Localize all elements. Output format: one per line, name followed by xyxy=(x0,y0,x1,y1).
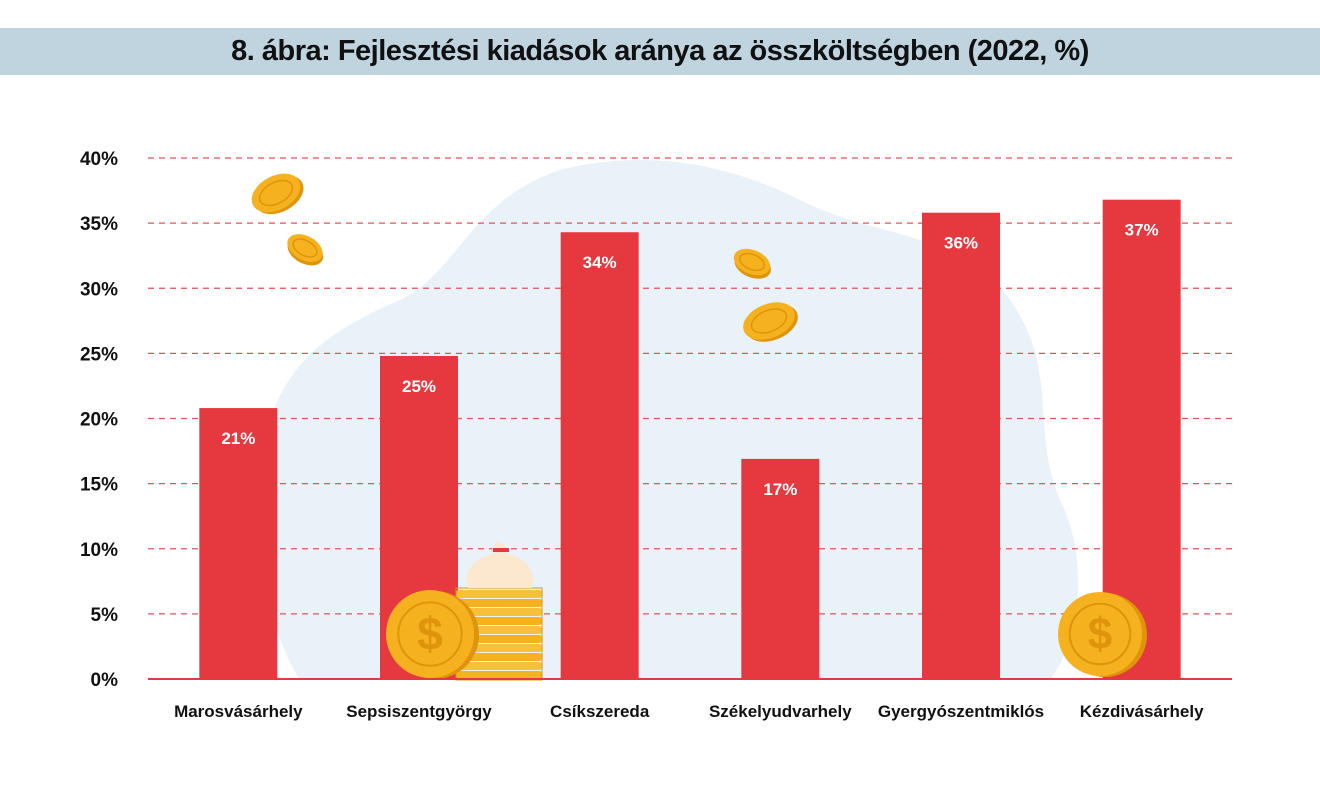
svg-text:$: $ xyxy=(1088,610,1113,659)
bar xyxy=(560,232,639,679)
bar xyxy=(741,458,820,679)
y-tick-label: 35% xyxy=(80,214,118,235)
decorations: $ $ xyxy=(251,173,1147,681)
y-tick-label: 5% xyxy=(91,605,119,626)
title-band: 8. ábra: Fejlesztési kiadások aránya az … xyxy=(0,28,1320,75)
y-tick-label: 30% xyxy=(80,279,118,300)
category-label: Székelyudvarhely xyxy=(709,702,852,721)
data-label: 25% xyxy=(402,377,436,396)
coin-icon xyxy=(733,248,771,279)
category-label: Csíkszereda xyxy=(550,702,650,721)
y-tick-label: 40% xyxy=(80,149,118,170)
y-tick-label: 15% xyxy=(80,475,118,496)
category-label: Sepsiszentgyörgy xyxy=(346,702,492,721)
x-axis-labels: Marosvásárhely Sepsiszentgyörgy Csíkszered… xyxy=(174,702,1204,721)
category-label: Kézdivásárhely xyxy=(1080,702,1204,721)
category-label: Gyergyószentmiklós xyxy=(878,702,1044,721)
dollar-coin-icon: $ xyxy=(386,590,479,679)
data-label: 37% xyxy=(1125,221,1159,240)
coin-icon xyxy=(287,234,324,266)
y-tick-label: 0% xyxy=(91,670,119,691)
category-label: Marosvásárhely xyxy=(174,702,303,721)
y-tick-label: 25% xyxy=(80,344,118,365)
bar xyxy=(199,408,278,679)
data-label: 36% xyxy=(944,234,978,253)
money-bag-icon xyxy=(466,540,534,588)
data-label: 17% xyxy=(763,480,797,499)
background-blob xyxy=(260,160,1079,680)
bar xyxy=(922,212,1000,679)
data-label: 21% xyxy=(221,429,255,448)
y-axis-ticks: 0% 5% 10% 15% 20% 25% 30% 35% 40% xyxy=(80,149,118,691)
coin-icon xyxy=(251,173,304,215)
data-label: 34% xyxy=(583,253,617,272)
grid-lines xyxy=(148,157,1232,615)
y-tick-label: 10% xyxy=(80,540,118,561)
bars: 21% 25% 34% 17% 36% 37% xyxy=(199,199,1181,679)
svg-text:$: $ xyxy=(417,607,443,659)
y-tick-label: 20% xyxy=(80,410,118,431)
dollar-coin-icon: $ xyxy=(1058,592,1147,677)
coin-icon xyxy=(743,302,798,342)
chart-title: 8. ábra: Fejlesztési kiadások aránya az … xyxy=(231,35,1089,67)
